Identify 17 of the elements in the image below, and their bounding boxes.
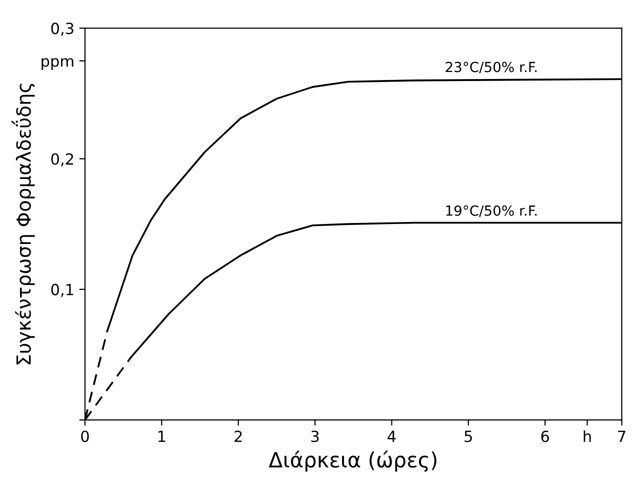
x-tick-label: 6 [541,430,549,442]
y-axis-title: Συγκέντρωση Φορμαλδεΰδης [12,84,35,364]
x-tick-label: 1 [158,430,166,442]
x-tick-label: 4 [388,430,396,442]
y-tick-label: 0,3 [51,22,74,36]
annotation: 23°C/50% r.F. [446,62,537,74]
annotation: 19°C/50% r.F. [446,205,537,217]
x-tick-label: 7 [618,430,626,442]
y-tick-label: 0,1 [51,284,74,297]
y-tick-label: 0,2 [51,153,74,166]
x-axis-title: Διάρκεια (ώρες) [268,450,436,472]
x-tick-label: 0 [81,430,89,442]
x-tick-label: 2 [234,430,242,442]
y-tick-label: ppm [42,58,74,70]
x-tick-label: 5 [464,430,472,442]
x-tick-label: h [584,430,591,442]
x-tick-label: 3 [311,430,319,442]
